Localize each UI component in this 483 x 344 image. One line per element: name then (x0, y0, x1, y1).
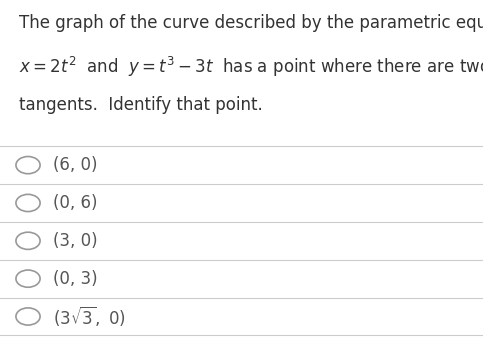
Text: (0, 6): (0, 6) (53, 194, 98, 212)
Text: (6, 0): (6, 0) (53, 156, 98, 174)
Text: $x = 2t^2$  and  $y = t^3 - 3t$  has a point where there are two: $x = 2t^2$ and $y = t^3 - 3t$ has a poin… (19, 55, 483, 79)
Text: tangents.  Identify that point.: tangents. Identify that point. (19, 96, 263, 114)
Text: The graph of the curve described by the parametric equations: The graph of the curve described by the … (19, 14, 483, 32)
Text: (3, 0): (3, 0) (53, 232, 98, 250)
Text: (0, 3): (0, 3) (53, 270, 98, 288)
Text: $(3\sqrt{3},\ 0)$: $(3\sqrt{3},\ 0)$ (53, 304, 126, 329)
